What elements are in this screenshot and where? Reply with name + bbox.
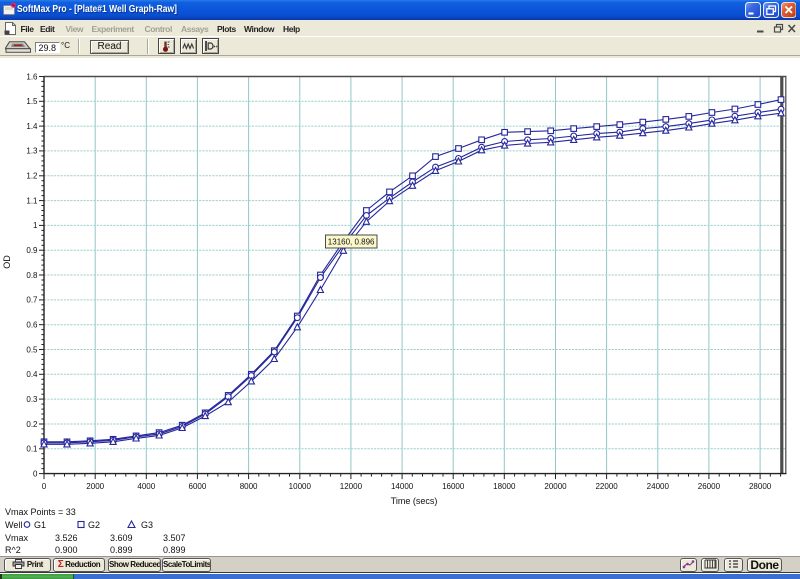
svg-text:Time (secs): Time (secs) [391,496,438,506]
svg-text:1.6: 1.6 [26,72,38,81]
svg-text:3.507: 3.507 [163,533,186,543]
svg-text:1.1: 1.1 [26,196,38,205]
svg-text:G2: G2 [88,520,100,530]
svg-text:8000: 8000 [240,482,258,491]
svg-text:0.1: 0.1 [26,445,38,454]
svg-text:28000: 28000 [749,482,772,491]
svg-text:0.2: 0.2 [26,420,38,429]
svg-text:Vmax Points = 33: Vmax Points = 33 [5,507,76,517]
svg-text:OD: OD [2,255,12,269]
svg-text:1.5: 1.5 [26,97,38,106]
svg-text:G1: G1 [34,520,46,530]
svg-text:0: 0 [33,469,38,478]
svg-text:1.4: 1.4 [26,122,38,131]
svg-text:0.8: 0.8 [26,271,38,280]
svg-text:16000: 16000 [442,482,465,491]
svg-text:1.3: 1.3 [26,147,38,156]
svg-text:0.7: 0.7 [26,296,38,305]
svg-text:0.5: 0.5 [26,345,38,354]
svg-text:26000: 26000 [698,482,721,491]
svg-text:1.2: 1.2 [26,172,38,181]
svg-text:0.900: 0.900 [55,545,78,555]
svg-text:12000: 12000 [340,482,363,491]
svg-text:20000: 20000 [544,482,567,491]
svg-text:0: 0 [42,482,47,491]
svg-text:Well: Well [5,520,22,530]
svg-text:0.4: 0.4 [26,370,38,379]
svg-text:0.899: 0.899 [110,545,133,555]
svg-text:Vmax: Vmax [5,533,29,543]
svg-text:14000: 14000 [391,482,414,491]
svg-text:3.526: 3.526 [55,533,78,543]
svg-text:10000: 10000 [289,482,312,491]
svg-text:0.6: 0.6 [26,321,38,330]
svg-text:24000: 24000 [647,482,670,491]
svg-text:18000: 18000 [493,482,516,491]
svg-text:G3: G3 [141,520,153,530]
svg-text:R^2: R^2 [5,545,21,555]
svg-text:2000: 2000 [86,482,104,491]
svg-text:4000: 4000 [137,482,155,491]
svg-text:3.609: 3.609 [110,533,133,543]
svg-text:22000: 22000 [595,482,618,491]
svg-text:6000: 6000 [189,482,207,491]
svg-text:13160, 0.896: 13160, 0.896 [328,237,375,246]
svg-text:0.899: 0.899 [163,545,186,555]
svg-text:0.9: 0.9 [26,246,38,255]
svg-text:1: 1 [33,221,38,230]
svg-text:0.3: 0.3 [26,395,38,404]
